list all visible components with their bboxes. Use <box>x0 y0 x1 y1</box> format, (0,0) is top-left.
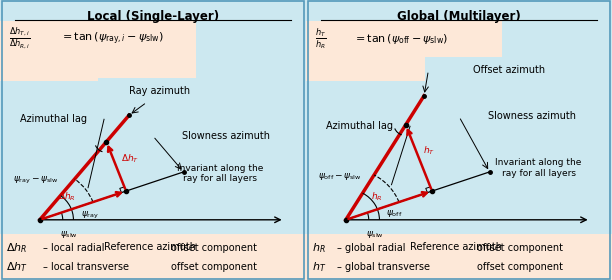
FancyBboxPatch shape <box>306 113 413 140</box>
Text: Reference azimuth: Reference azimuth <box>410 242 502 252</box>
FancyBboxPatch shape <box>0 21 196 81</box>
Text: – local transverse: – local transverse <box>43 262 129 272</box>
Text: $\Delta h_R$: $\Delta h_R$ <box>6 241 28 255</box>
Text: $h_T$: $h_T$ <box>424 144 436 157</box>
Text: Ray azimuth: Ray azimuth <box>129 86 190 96</box>
Text: $h_T$: $h_T$ <box>312 260 326 274</box>
Text: Reference azimuth: Reference azimuth <box>104 242 196 252</box>
Text: Invariant along the
ray for all layers: Invariant along the ray for all layers <box>177 164 264 183</box>
FancyBboxPatch shape <box>370 232 542 262</box>
Text: Offset azimuth: Offset azimuth <box>474 65 545 75</box>
FancyBboxPatch shape <box>0 234 306 280</box>
FancyBboxPatch shape <box>456 103 609 130</box>
Text: $\psi_{\rm off}$: $\psi_{\rm off}$ <box>386 208 403 219</box>
Text: $\frac{\Delta h_{T,i}}{\Delta h_{R,i}}$: $\frac{\Delta h_{T,i}}{\Delta h_{R,i}}$ <box>9 26 31 51</box>
FancyBboxPatch shape <box>306 21 502 81</box>
Text: offset component: offset component <box>171 262 258 272</box>
FancyBboxPatch shape <box>98 78 220 105</box>
Text: $\psi_{\rm slw}$: $\psi_{\rm slw}$ <box>60 229 78 240</box>
Text: $\Delta h_R$: $\Delta h_R$ <box>58 190 75 203</box>
Text: $\psi_{\rm ray} - \psi_{\rm slw}$: $\psi_{\rm ray} - \psi_{\rm slw}$ <box>13 174 59 186</box>
Text: offset component: offset component <box>477 243 564 253</box>
Text: Global (Multilayer): Global (Multilayer) <box>397 10 521 23</box>
FancyBboxPatch shape <box>306 234 612 280</box>
Text: $\Delta h_T$: $\Delta h_T$ <box>6 260 28 274</box>
Text: offset component: offset component <box>477 262 564 272</box>
FancyBboxPatch shape <box>0 106 107 133</box>
FancyBboxPatch shape <box>64 232 236 262</box>
Text: Local (Single-Layer): Local (Single-Layer) <box>87 10 219 23</box>
Text: – global transverse: – global transverse <box>337 262 430 272</box>
Text: $h_R$: $h_R$ <box>312 241 326 255</box>
Text: – local radial: – local radial <box>43 243 104 253</box>
Text: Slowness azimuth: Slowness azimuth <box>182 131 271 141</box>
Text: offset component: offset component <box>171 243 258 253</box>
Text: $\psi_{\rm off} - \psi_{\rm slw}$: $\psi_{\rm off} - \psi_{\rm slw}$ <box>318 171 362 182</box>
Text: $\frac{h_{T}}{h_{R}}$: $\frac{h_{T}}{h_{R}}$ <box>315 26 327 51</box>
Text: Slowness azimuth: Slowness azimuth <box>488 111 577 122</box>
FancyBboxPatch shape <box>425 57 594 84</box>
Text: – global radial: – global radial <box>337 243 405 253</box>
Text: Azimuthal lag: Azimuthal lag <box>326 121 393 131</box>
Text: $= \tan \left( \psi_{\mathrm{off}} - \psi_{\mathrm{slw}} \right)$: $= \tan \left( \psi_{\mathrm{off}} - \ps… <box>354 32 449 46</box>
Text: Azimuthal lag: Azimuthal lag <box>20 114 87 124</box>
Text: $\Delta h_T$: $\Delta h_T$ <box>121 153 139 165</box>
Text: $= \tan \left( \psi_{\mathrm{ray},i} - \psi_{\mathrm{slw}} \right)$: $= \tan \left( \psi_{\mathrm{ray},i} - \… <box>60 31 163 47</box>
Text: Invariant along the
ray for all layers: Invariant along the ray for all layers <box>495 158 582 178</box>
Text: $h_R$: $h_R$ <box>371 190 382 203</box>
Text: $\psi_{\rm ray}$: $\psi_{\rm ray}$ <box>81 210 99 221</box>
Text: $\psi_{\rm slw}$: $\psi_{\rm slw}$ <box>366 229 384 240</box>
FancyBboxPatch shape <box>150 123 303 150</box>
